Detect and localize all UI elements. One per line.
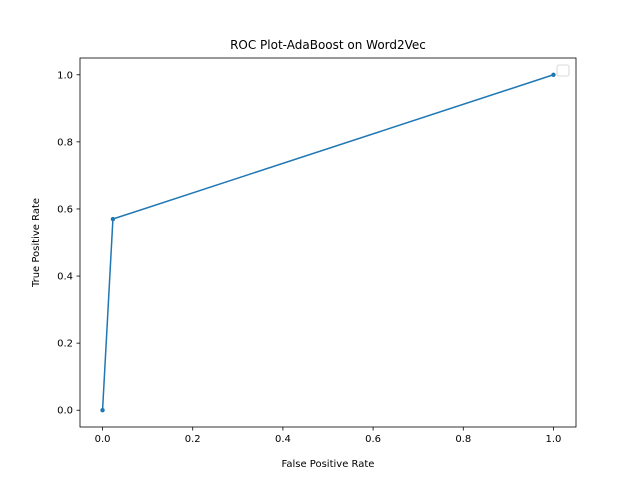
y-tick-label: 0.2 [57,339,73,350]
y-tick-label: 0.6 [57,204,73,215]
plot-area [100,72,556,413]
y-axis: 0.0 0.2 0.4 0.6 0.8 1.0 [57,70,80,417]
roc-curve-point [110,216,116,222]
x-tick-label: 1.0 [546,434,562,445]
legend-box [556,64,570,77]
y-tick-label: 1.0 [57,70,73,81]
chart-title: ROC Plot-AdaBoost on Word2Vec [230,38,426,52]
x-tick-label: 0.2 [185,434,201,445]
y-axis-label: True Positive Rate [31,198,42,288]
y-tick-label: 0.0 [57,406,73,417]
x-axis-label: False Positive Rate [282,459,375,470]
roc-curve-point [551,72,556,77]
roc-curve-point [100,408,105,413]
plot-frame [79,57,577,428]
y-tick-label: 0.4 [57,272,73,283]
x-tick-label: 0.6 [365,434,381,445]
x-tick-label: 0.4 [275,434,291,445]
x-axis: 0.0 0.2 0.4 0.6 0.8 1.0 [95,427,562,445]
y-tick-label: 0.8 [57,137,73,148]
x-tick-label: 0.0 [95,434,111,445]
x-tick-label: 0.8 [455,434,471,445]
roc-curve-line [101,74,554,411]
